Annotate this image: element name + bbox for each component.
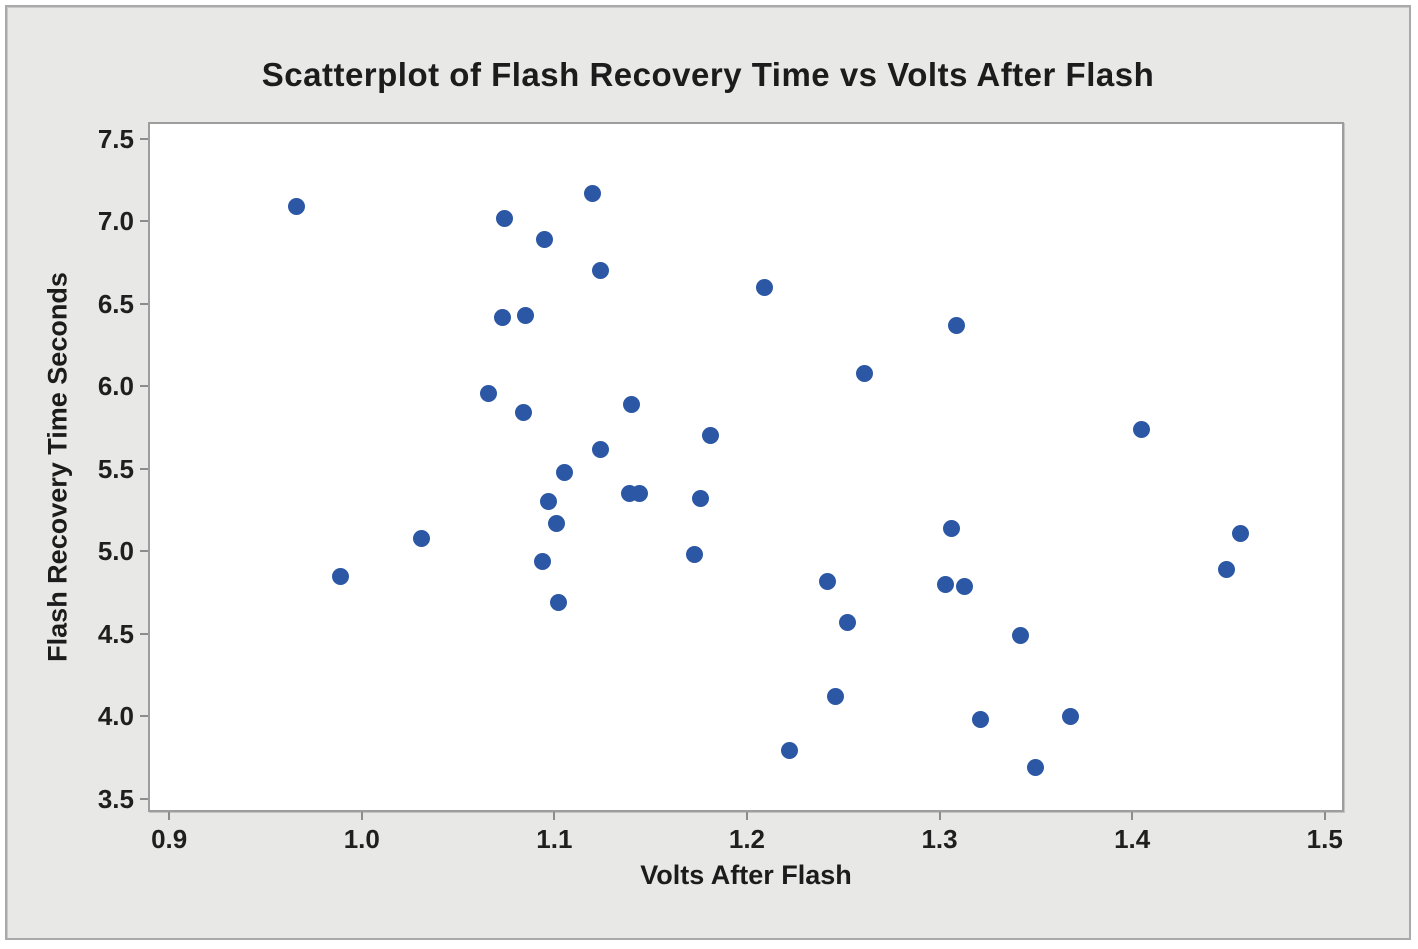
data-point (1062, 707, 1080, 725)
data-point (287, 198, 305, 216)
data-point (480, 384, 498, 402)
y-tick-mark (140, 137, 148, 140)
data-point (540, 493, 558, 511)
data-point (755, 278, 773, 296)
y-tick-mark (140, 220, 148, 223)
data-point (692, 490, 710, 508)
y-tick-mark (140, 385, 148, 388)
x-tick-label: 1.3 (921, 824, 958, 854)
x-tick-label: 0.9 (151, 824, 188, 854)
data-point (1218, 561, 1236, 579)
data-point (630, 485, 648, 503)
data-point (547, 514, 565, 532)
data-point (948, 316, 966, 334)
x-tick-label: 1.1 (536, 824, 573, 854)
data-point (827, 688, 845, 706)
data-point (549, 594, 567, 611)
plot-area (148, 122, 1344, 812)
data-point (686, 546, 704, 564)
x-axis-label: Volts After Flash (640, 860, 852, 890)
data-point (555, 463, 573, 481)
data-point (956, 577, 974, 595)
y-tick-label: 6.0 (97, 371, 134, 402)
data-point (332, 567, 350, 585)
y-tick-mark (140, 467, 148, 470)
y-tick-label: 7.5 (97, 123, 134, 154)
data-point (942, 519, 960, 537)
y-tick-label: 7.0 (97, 206, 134, 237)
data-point (592, 440, 610, 458)
data-point (493, 308, 511, 326)
y-tick-label: 5.0 (97, 536, 134, 567)
x-tick-label: 1.5 (1306, 824, 1343, 854)
y-tick-mark (140, 550, 148, 553)
data-point (622, 396, 640, 414)
data-point (515, 404, 533, 422)
data-point (1011, 626, 1029, 644)
x-tick-label: 1.4 (1114, 824, 1151, 854)
x-tick-mark (1323, 812, 1326, 820)
data-point (412, 529, 430, 547)
y-tick-label: 4.5 (97, 618, 134, 649)
y-tick-label: 5.5 (97, 453, 134, 484)
data-point (516, 306, 534, 324)
x-tick-mark (938, 812, 941, 820)
data-point (936, 575, 954, 593)
y-tick-mark (140, 715, 148, 718)
data-point (819, 572, 837, 590)
data-point (592, 262, 610, 280)
y-tick-label: 3.5 (97, 783, 134, 814)
x-tick-mark (553, 812, 556, 820)
y-tick-mark (140, 302, 148, 305)
chart-title: Scatterplot of Flash Recovery Time vs Vo… (261, 56, 1155, 93)
data-point (536, 231, 554, 249)
data-point (495, 209, 513, 227)
data-point (1231, 524, 1249, 542)
x-tick-mark (745, 812, 748, 820)
y-tick-mark (140, 797, 148, 800)
data-point (584, 184, 602, 202)
y-tick-label: 4.0 (97, 701, 134, 732)
x-tick-mark (168, 812, 171, 820)
x-tick-mark (360, 812, 363, 820)
x-tick-mark (1131, 812, 1134, 820)
data-point (1133, 420, 1151, 438)
y-axis-label: Flash Recovery Time Seconds (42, 272, 73, 662)
x-tick-label: 1.0 (343, 824, 380, 854)
y-tick-mark (140, 632, 148, 635)
data-point (534, 552, 552, 570)
data-point (838, 613, 856, 631)
data-point (855, 364, 873, 382)
x-tick-label: 1.2 (728, 824, 766, 854)
data-point (701, 427, 719, 445)
data-point (971, 711, 989, 729)
data-point (780, 742, 798, 760)
data-point (1027, 758, 1045, 776)
y-tick-label: 6.5 (97, 288, 134, 319)
